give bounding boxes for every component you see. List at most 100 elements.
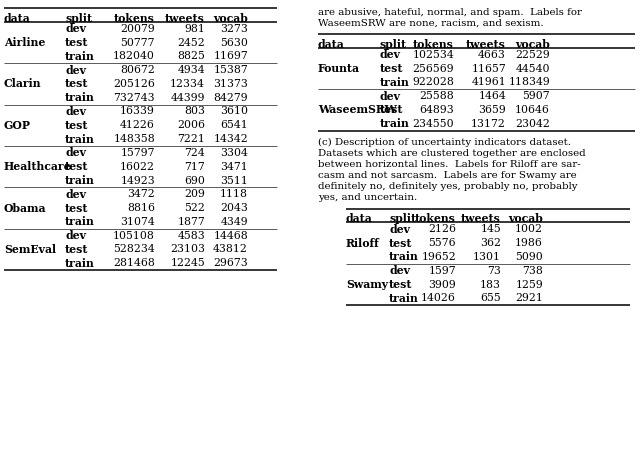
Text: 145: 145 — [480, 224, 501, 234]
Text: Healthcare: Healthcare — [4, 161, 72, 172]
Text: 1597: 1597 — [428, 266, 456, 276]
Text: 724: 724 — [184, 148, 205, 158]
Text: 5630: 5630 — [220, 38, 248, 48]
Text: dev: dev — [65, 148, 86, 158]
Text: dev: dev — [65, 189, 86, 200]
Text: test: test — [380, 104, 403, 115]
Text: data: data — [346, 213, 372, 224]
Text: Riloff: Riloff — [346, 237, 380, 249]
Text: Datasets which are clustered together are enclosed: Datasets which are clustered together ar… — [318, 148, 586, 158]
Text: 41961: 41961 — [471, 77, 506, 87]
Text: 12245: 12245 — [170, 258, 205, 268]
Text: 20079: 20079 — [120, 24, 155, 34]
Text: casm and not sarcasm.  Labels are for Swamy are: casm and not sarcasm. Labels are for Swa… — [318, 171, 577, 180]
Text: 3909: 3909 — [428, 280, 456, 290]
Text: 31074: 31074 — [120, 217, 155, 227]
Text: SemEval: SemEval — [4, 244, 56, 255]
Text: test: test — [389, 237, 413, 249]
Text: vocab: vocab — [515, 39, 550, 50]
Text: 44399: 44399 — [170, 93, 205, 103]
Text: split: split — [389, 213, 416, 224]
Text: definitely no, definitely yes, probably no, probably: definitely no, definitely yes, probably … — [318, 182, 577, 191]
Text: 84279: 84279 — [213, 93, 248, 103]
Text: 803: 803 — [184, 107, 205, 117]
Text: Clarin: Clarin — [4, 79, 42, 89]
Text: 3659: 3659 — [478, 105, 506, 115]
Text: train: train — [65, 51, 95, 62]
Text: tokens: tokens — [415, 213, 456, 224]
Text: 14923: 14923 — [120, 176, 155, 186]
Text: GOP: GOP — [4, 120, 31, 131]
Text: 4583: 4583 — [177, 231, 205, 241]
Text: 1002: 1002 — [515, 224, 543, 234]
Text: 3304: 3304 — [220, 148, 248, 158]
Text: WaseemSRW: WaseemSRW — [318, 104, 397, 115]
Text: 1877: 1877 — [177, 217, 205, 227]
Text: 3472: 3472 — [127, 189, 155, 199]
Text: vocab: vocab — [213, 13, 248, 24]
Text: 3273: 3273 — [220, 24, 248, 34]
Text: 3471: 3471 — [220, 162, 248, 172]
Text: 5090: 5090 — [515, 252, 543, 262]
Text: Swamy: Swamy — [346, 279, 388, 290]
Text: 690: 690 — [184, 176, 205, 186]
Text: 256569: 256569 — [412, 64, 454, 74]
Text: 281468: 281468 — [113, 258, 155, 268]
Text: dev: dev — [380, 49, 401, 60]
Text: train: train — [65, 175, 95, 186]
Text: train: train — [380, 77, 410, 88]
Text: tweets: tweets — [461, 213, 501, 224]
Text: 105108: 105108 — [113, 231, 155, 241]
Text: 738: 738 — [522, 266, 543, 276]
Text: 2921: 2921 — [515, 293, 543, 303]
Text: 14468: 14468 — [213, 231, 248, 241]
Text: 1118: 1118 — [220, 189, 248, 199]
Text: 1464: 1464 — [478, 91, 506, 101]
Text: 64893: 64893 — [419, 105, 454, 115]
Text: train: train — [389, 293, 419, 304]
Text: 10646: 10646 — [515, 105, 550, 115]
Text: test: test — [380, 63, 403, 74]
Text: dev: dev — [65, 23, 86, 34]
Text: 2452: 2452 — [177, 38, 205, 48]
Text: test: test — [65, 244, 88, 255]
Text: test: test — [65, 79, 88, 89]
Text: 5907: 5907 — [522, 91, 550, 101]
Text: 148358: 148358 — [113, 134, 155, 144]
Text: 73: 73 — [487, 266, 501, 276]
Text: 16339: 16339 — [120, 107, 155, 117]
Text: train: train — [380, 118, 410, 129]
Text: test: test — [65, 120, 88, 131]
Text: test: test — [65, 37, 88, 48]
Text: 80672: 80672 — [120, 65, 155, 75]
Text: 2126: 2126 — [428, 224, 456, 234]
Text: between horizontal lines.  Labels for Riloff are sar-: between horizontal lines. Labels for Ril… — [318, 160, 580, 168]
Text: dev: dev — [389, 224, 410, 235]
Text: 3610: 3610 — [220, 107, 248, 117]
Text: 14026: 14026 — [421, 293, 456, 303]
Text: 22529: 22529 — [515, 49, 550, 59]
Text: tokens: tokens — [114, 13, 155, 24]
Text: 2006: 2006 — [177, 120, 205, 130]
Text: 50777: 50777 — [120, 38, 155, 48]
Text: (c) Description of uncertainty indicators dataset.: (c) Description of uncertainty indicator… — [318, 138, 571, 147]
Text: train: train — [389, 252, 419, 262]
Text: dev: dev — [65, 106, 86, 117]
Text: 922028: 922028 — [412, 77, 454, 87]
Text: split: split — [65, 13, 92, 24]
Text: 43812: 43812 — [213, 245, 248, 255]
Text: 8825: 8825 — [177, 51, 205, 61]
Text: 234550: 234550 — [412, 118, 454, 128]
Text: 205126: 205126 — [113, 79, 155, 89]
Text: 1986: 1986 — [515, 238, 543, 248]
Text: 13172: 13172 — [471, 118, 506, 128]
Text: data: data — [4, 13, 31, 24]
Text: 3511: 3511 — [220, 176, 248, 186]
Text: 14342: 14342 — [213, 134, 248, 144]
Text: test: test — [65, 202, 88, 213]
Text: 12334: 12334 — [170, 79, 205, 89]
Text: Founta: Founta — [318, 63, 360, 74]
Text: 182040: 182040 — [113, 51, 155, 61]
Text: 732743: 732743 — [113, 93, 155, 103]
Text: 41226: 41226 — [120, 120, 155, 130]
